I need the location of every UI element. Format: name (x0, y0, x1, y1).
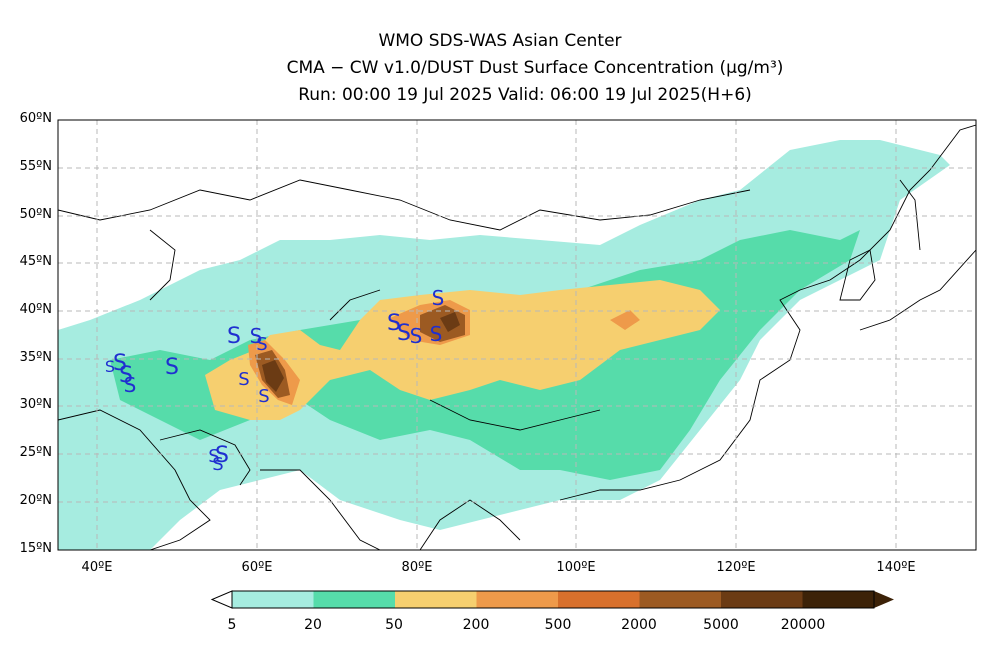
coastlines (58, 124, 976, 550)
colorbar-min-arrow (210, 590, 233, 609)
station-marker-17: S (432, 286, 445, 310)
station-marker-11: S (208, 446, 219, 467)
colorbar-swatch-6 (721, 591, 803, 608)
colorbar-label-500: 500 (544, 617, 572, 633)
colorbar (210, 590, 894, 609)
colorbar-swatch-4 (558, 591, 640, 608)
station-marker-1: S (119, 363, 133, 388)
dust-level-50 (205, 280, 720, 420)
station-marker-9: S (258, 386, 269, 407)
station-marker-2: S (124, 373, 137, 397)
lon-label-40: 40ºE (81, 560, 113, 575)
colorbar-label-5000: 5000 (703, 617, 739, 633)
station-marker-16: S (430, 322, 443, 346)
station-marker-8: S (238, 369, 249, 390)
colorbar-frame (231, 590, 875, 609)
lon-label-140: 140ºE (876, 560, 916, 575)
lon-label-80: 80ºE (401, 560, 433, 575)
lat-label-55: 55ºN (19, 159, 52, 174)
colorbar-max-arrow (874, 591, 894, 608)
colorbar-label-2000: 2000 (621, 617, 657, 633)
station-marker-6: S (250, 324, 263, 348)
colorbar-swatch-5 (639, 591, 721, 608)
lat-label-20: 20ºN (19, 493, 52, 508)
colorbar-label-5: 5 (227, 617, 237, 633)
station-marker-7: S (256, 334, 267, 355)
lon-label-100: 100ºE (556, 560, 596, 575)
station-marker-5: S (227, 324, 241, 349)
station-marker-3: S (105, 357, 115, 376)
map-title-run-valid: Run: 00:00 19 Jul 2025 Valid: 06:00 19 J… (298, 85, 752, 105)
station-marker-15: S (410, 324, 423, 348)
station-marker-12: S (212, 454, 223, 475)
colorbar-label-200: 200 (462, 617, 490, 633)
lat-label-45: 45ºN (19, 254, 52, 269)
colorbar-swatch-3 (476, 591, 558, 608)
lon-label-60: 60ºE (241, 560, 273, 575)
colorbar-swatch-2 (395, 591, 477, 608)
lat-label-40: 40ºN (19, 302, 52, 317)
concentration-field (58, 140, 950, 550)
colorbar-swatch-0 (232, 591, 314, 608)
colorbar-label-20: 20 (304, 617, 322, 633)
map-title-product: CMA − CW v1.0/DUST Dust Surface Concentr… (286, 58, 784, 78)
colorbar-swatch-7 (802, 591, 874, 608)
lat-label-50: 50ºN (19, 207, 52, 222)
station-marker-13: S (387, 311, 401, 336)
colorbar-label-20000: 20000 (780, 617, 826, 633)
station-marker-4: S (165, 355, 179, 380)
colorbar-label-50: 50 (385, 617, 403, 633)
map-title-center: WMO SDS-WAS Asian Center (378, 31, 622, 51)
station-marker-0: S (113, 351, 127, 376)
lon-label-120: 120ºE (716, 560, 756, 575)
lat-label-35: 35ºN (19, 350, 52, 365)
lat-label-60: 60ºN (19, 111, 52, 126)
colorbar-swatch-1 (313, 591, 395, 608)
lat-label-25: 25ºN (19, 445, 52, 460)
lat-label-30: 30ºN (19, 397, 52, 412)
grid-lines (58, 120, 976, 550)
station-marker-10: S (215, 443, 229, 468)
lat-label-15: 15ºN (19, 541, 52, 556)
station-marker-14: S (397, 321, 411, 346)
map-frame (57, 119, 977, 551)
